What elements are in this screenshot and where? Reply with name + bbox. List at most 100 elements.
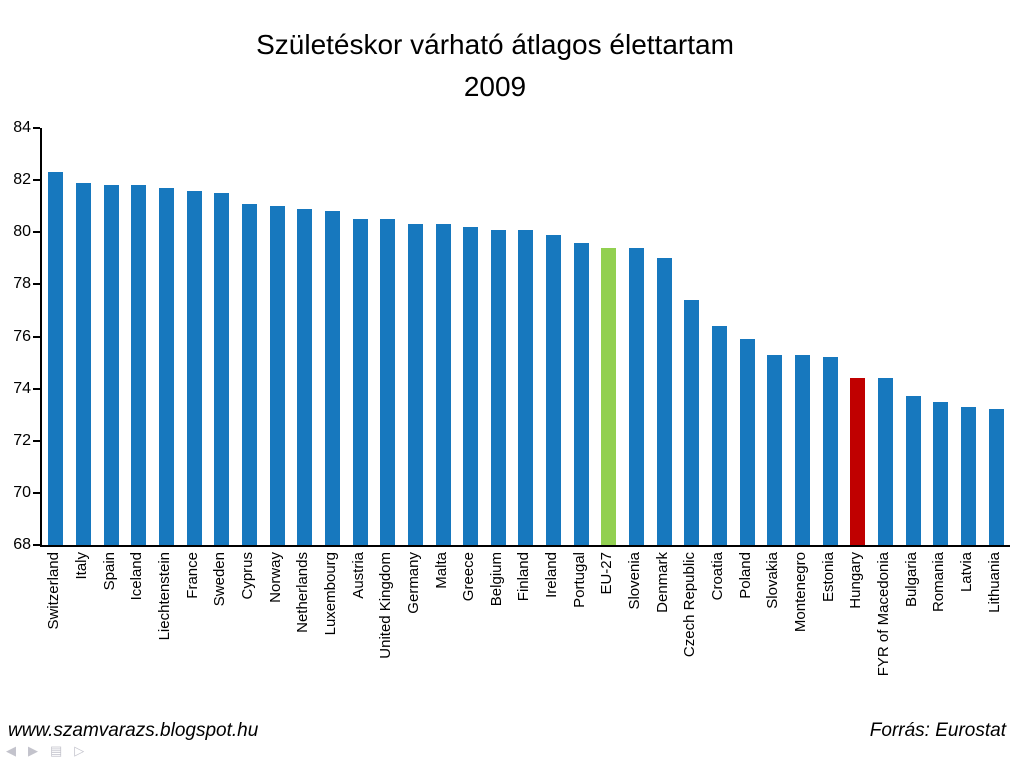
- bar-slot: [42, 128, 70, 545]
- bar-luxembourg: [324, 211, 340, 545]
- bar-finland: [518, 229, 534, 545]
- menu-icon[interactable]: ▤: [50, 743, 63, 758]
- bar-iceland: [131, 185, 147, 545]
- x-label-slot: Greece: [455, 552, 483, 601]
- x-axis-label: Austria: [349, 552, 367, 599]
- bar-france: [186, 190, 202, 545]
- bar-united-kingdom: [380, 219, 396, 545]
- source-url-text: www.szamvarazs.blogspot.hu: [8, 720, 259, 741]
- x-label-slot: Luxembourg: [317, 552, 345, 635]
- bar-slot: [540, 128, 568, 545]
- bar-croatia: [712, 326, 728, 545]
- bar-slot: [789, 128, 817, 545]
- x-axis-label: Italy: [72, 552, 90, 580]
- bar-slot: [429, 128, 457, 545]
- nav-back-icon[interactable]: ◀: [6, 743, 16, 758]
- bar-cyprus: [241, 203, 257, 545]
- bar-italy: [75, 182, 91, 545]
- x-axis-label: Romania: [930, 552, 948, 613]
- bar-spain: [103, 185, 119, 545]
- x-label-slot: Netherlands: [289, 552, 317, 633]
- bar-malta: [435, 224, 451, 545]
- bar-slot: [236, 128, 264, 545]
- chart-title-line1: Születéskor várható átlagos élettartam: [256, 29, 734, 60]
- x-axis-label: Bulgaria: [902, 552, 920, 608]
- x-axis-label: Slovenia: [626, 552, 644, 610]
- x-label-slot: Finland: [510, 552, 538, 601]
- bar-slot: [761, 128, 789, 545]
- x-axis-label: Hungary: [847, 552, 865, 609]
- bar-hungary: [850, 378, 866, 545]
- y-axis-tick: [33, 283, 40, 286]
- chart-title-line2: 2009: [463, 71, 527, 102]
- y-axis-labels: 68 70 72 74 76 78 80 82 84: [0, 119, 34, 553]
- bar-montenegro: [795, 354, 811, 545]
- x-axis-labels: Switzerland Italy Spain Iceland Liechtenstei…: [40, 552, 1008, 676]
- x-axis-label: Czech Republic: [681, 552, 699, 658]
- x-label-slot: Portugal: [565, 552, 593, 608]
- x-axis-label: Portugal: [570, 552, 588, 608]
- bar-slovenia: [629, 247, 645, 545]
- bar-slot: [733, 128, 761, 545]
- x-label-slot: Norway: [261, 552, 289, 603]
- data-source-text: Forrás: Eurostat: [869, 720, 1006, 741]
- x-axis-label: Switzerland: [45, 552, 63, 630]
- bar-switzerland: [48, 172, 64, 545]
- x-axis-label: Germany: [404, 552, 422, 614]
- x-label-slot: EU-27: [593, 552, 621, 595]
- bar-denmark: [656, 258, 672, 545]
- x-label-slot: United Kingdom: [372, 552, 400, 659]
- chart-title: Születéskor várható átlagos élettartam 2…: [0, 24, 990, 108]
- x-axis-label: France: [183, 552, 201, 599]
- x-axis-label: Liechtenstein: [155, 552, 173, 641]
- y-axis-label: 78: [13, 275, 31, 293]
- bar-slot: [180, 128, 208, 545]
- x-axis-label: Lithuania: [985, 552, 1003, 613]
- bar-netherlands: [297, 208, 313, 545]
- bar-bulgaria: [905, 396, 921, 545]
- x-label-slot: Bulgaria: [897, 552, 925, 607]
- bar-slot: [567, 128, 595, 545]
- bar-fyr-of-macedonia: [878, 378, 894, 545]
- x-label-slot: Slovakia: [759, 552, 787, 609]
- x-label-slot: Italy: [68, 552, 96, 580]
- x-label-slot: Cyprus: [234, 552, 262, 600]
- bar-slot: [208, 128, 236, 545]
- x-axis-label: Netherlands: [294, 552, 312, 633]
- nav-next-icon[interactable]: ▷: [74, 743, 85, 758]
- x-axis-label: Slovakia: [764, 552, 782, 609]
- bar-belgium: [490, 229, 506, 545]
- x-label-slot: Hungary: [842, 552, 870, 609]
- y-axis-label: 68: [13, 536, 31, 553]
- bar-slot: [457, 128, 485, 545]
- bar-slot: [319, 128, 347, 545]
- x-label-slot: Lithuania: [980, 552, 1008, 613]
- x-axis-label: Ireland: [543, 552, 561, 598]
- x-label-slot: Austria: [344, 552, 372, 599]
- corner-nav-icons: ◀ ▶ ▤ ▷: [6, 744, 84, 757]
- x-label-slot: Germany: [400, 552, 428, 614]
- bars: [42, 128, 1010, 545]
- plot-area: [33, 127, 1010, 547]
- bar-slot: [844, 128, 872, 545]
- bar-slot: [97, 128, 125, 545]
- bar-slot: [595, 128, 623, 545]
- bar-slot: [678, 128, 706, 545]
- x-axis-label: Belgium: [487, 552, 505, 607]
- bar-slot: [374, 128, 402, 545]
- bar-austria: [352, 219, 368, 545]
- bar-poland: [739, 339, 755, 545]
- nav-forward-icon[interactable]: ▶: [28, 743, 38, 758]
- bar-sweden: [214, 193, 230, 545]
- bar-slot: [125, 128, 153, 545]
- x-axis-label: Finland: [515, 552, 533, 602]
- y-axis-tick: [33, 387, 40, 390]
- x-label-slot: Denmark: [648, 552, 676, 613]
- y-axis-tick: [33, 179, 40, 182]
- x-label-slot: Croatia: [704, 552, 732, 600]
- x-axis-label: Iceland: [128, 552, 146, 601]
- x-label-slot: Romania: [925, 552, 953, 612]
- bar-slot: [927, 128, 955, 545]
- y-axis-tick: [33, 544, 40, 546]
